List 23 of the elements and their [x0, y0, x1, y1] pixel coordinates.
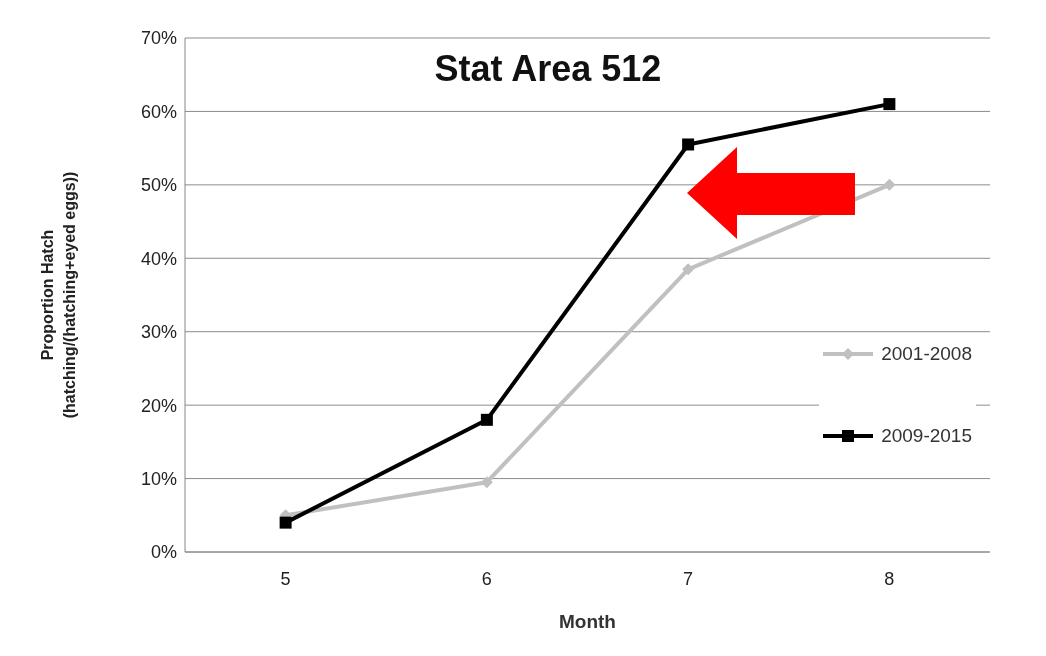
y-tick-label: 70%	[140, 28, 177, 49]
legend-label: 2009-2015	[881, 425, 972, 447]
legend-label: 2001-2008	[881, 343, 972, 365]
y-tick-label: 30%	[140, 322, 177, 343]
y-tick-label: 50%	[140, 175, 177, 196]
y-tick-label: 40%	[140, 248, 177, 269]
x-tick-label: 6	[481, 568, 492, 589]
y-tick-label: 10%	[140, 468, 177, 489]
x-tick-label: 7	[683, 568, 694, 589]
x-tick-label: 8	[884, 568, 895, 589]
y-tick-label: 20%	[140, 395, 177, 416]
point	[883, 98, 896, 111]
y-tick-label: 0%	[150, 542, 177, 563]
point	[279, 516, 292, 529]
x-axis-title: Month	[559, 611, 616, 632]
y-axis-title: Proportion Hatch (hatching/(hatching+eyed eggs))	[39, 171, 78, 419]
y-tick-label: 60%	[140, 101, 177, 122]
chart-title: Stat Area 512	[433, 48, 663, 90]
point	[682, 138, 695, 151]
point	[480, 413, 493, 426]
point	[682, 263, 695, 276]
point	[883, 178, 896, 191]
x-tick-label: 5	[280, 568, 291, 589]
